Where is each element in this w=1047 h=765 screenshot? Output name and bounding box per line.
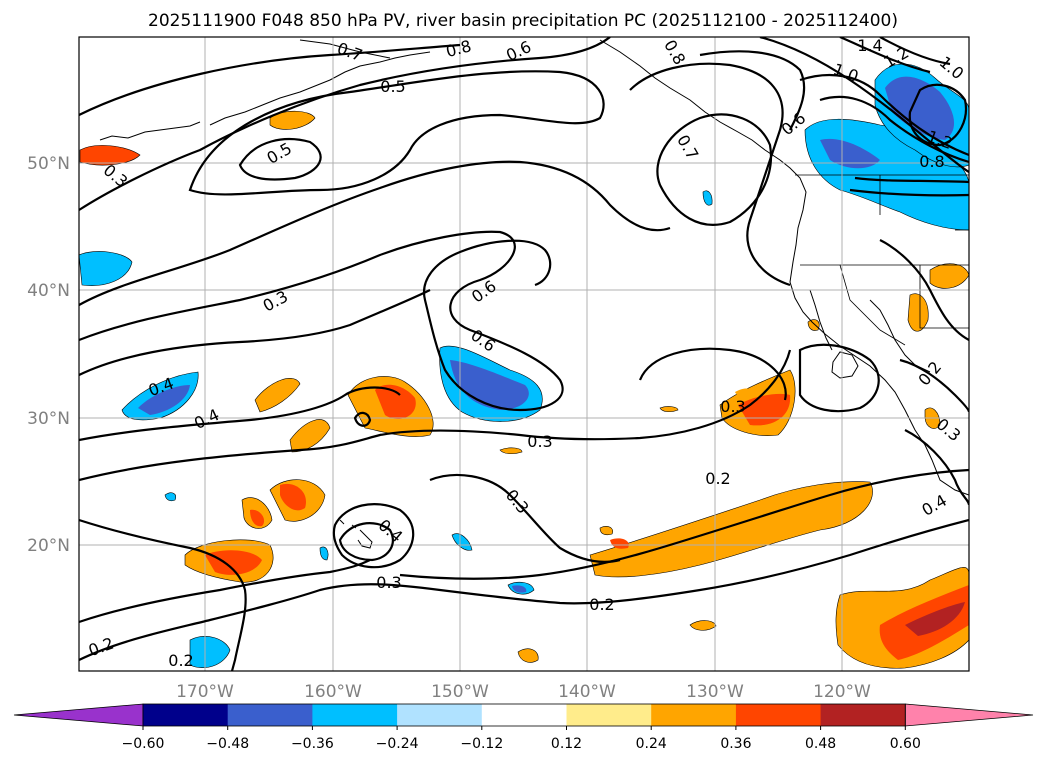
lon-label-140w: 140°W <box>558 682 616 702</box>
lon-label-170w: 170°W <box>176 682 234 702</box>
colorbar-ticks: −0.60 −0.48 −0.36 −0.24 −0.12 0.12 0.24 0.36 0.4… <box>122 726 921 752</box>
colorbar-swatch <box>651 704 737 726</box>
colorbar-swatch <box>481 704 567 726</box>
lon-label-150w: 150°W <box>431 682 489 702</box>
contour-label: 0.2 <box>168 651 193 670</box>
map-panel: 0.7 0.8 0.6 0.5 0.5 0.3 0.3 0.6 0.6 0.4 … <box>78 36 970 672</box>
contour-label: 0.2 <box>589 595 614 614</box>
colorbar-tick-label: 0.36 <box>720 736 751 752</box>
lat-label-30n: 30°N <box>27 409 70 429</box>
colorbar-swatches <box>13 703 1034 727</box>
colorbar-swatch <box>820 704 906 726</box>
contour-label: 0.2 <box>705 469 730 488</box>
colorbar-swatch <box>566 704 652 726</box>
colorbar-extend-min <box>13 703 144 727</box>
contour-label: 0.8 <box>919 152 944 171</box>
longitude-labels: 170°W 160°W 150°W 140°W 130°W 120°W <box>176 682 871 702</box>
colorbar-tick-label: −0.48 <box>206 736 249 752</box>
lat-label-40n: 40°N <box>27 281 70 301</box>
colorbar-swatch <box>735 704 822 726</box>
pv-contours <box>79 37 969 671</box>
contour-label: 0.5 <box>380 77 405 96</box>
colorbar-tick-label: 0.48 <box>805 736 836 752</box>
colorbar-tick-label: 0.12 <box>551 736 582 752</box>
colorbar-swatch <box>227 704 313 726</box>
colorbar-outline <box>142 703 906 727</box>
map-frame <box>78 36 970 672</box>
colorbar: −0.60 −0.48 −0.36 −0.24 −0.12 0.12 0.24 0.36 0.4… <box>13 703 1034 752</box>
colorbar-swatch <box>397 704 483 726</box>
contour-label: 1.4 <box>857 36 882 55</box>
contour-label: 0.3 <box>720 397 745 416</box>
colorbar-tick-label: 0.60 <box>890 736 921 752</box>
lon-label-130w: 130°W <box>686 682 744 702</box>
lat-label-20n: 20°N <box>27 536 70 556</box>
colorbar-swatch <box>143 704 229 726</box>
lon-label-160w: 160°W <box>304 682 362 702</box>
lon-label-120w: 120°W <box>813 682 871 702</box>
coastlines <box>99 39 969 549</box>
contour-label: 0.3 <box>376 573 401 592</box>
colorbar-tick-label: −0.36 <box>291 736 334 752</box>
colorbar-tick-label: −0.12 <box>460 736 503 752</box>
colorbar-tick-label: −0.24 <box>376 736 419 752</box>
colorbar-tick-label: −0.60 <box>122 736 165 752</box>
colorbar-swatch <box>312 704 398 726</box>
colorbar-extend-max <box>904 703 1034 727</box>
political-borders <box>795 174 969 346</box>
latitude-labels: 50°N 40°N 30°N 20°N <box>27 154 70 556</box>
figure-title: 2025111900 F048 850 hPa PV, river basin … <box>148 11 898 31</box>
contour-label: 0.3 <box>527 432 552 451</box>
lat-label-50n: 50°N <box>27 154 70 174</box>
colorbar-tick-label: 0.24 <box>636 736 667 752</box>
gridlines <box>79 37 969 671</box>
